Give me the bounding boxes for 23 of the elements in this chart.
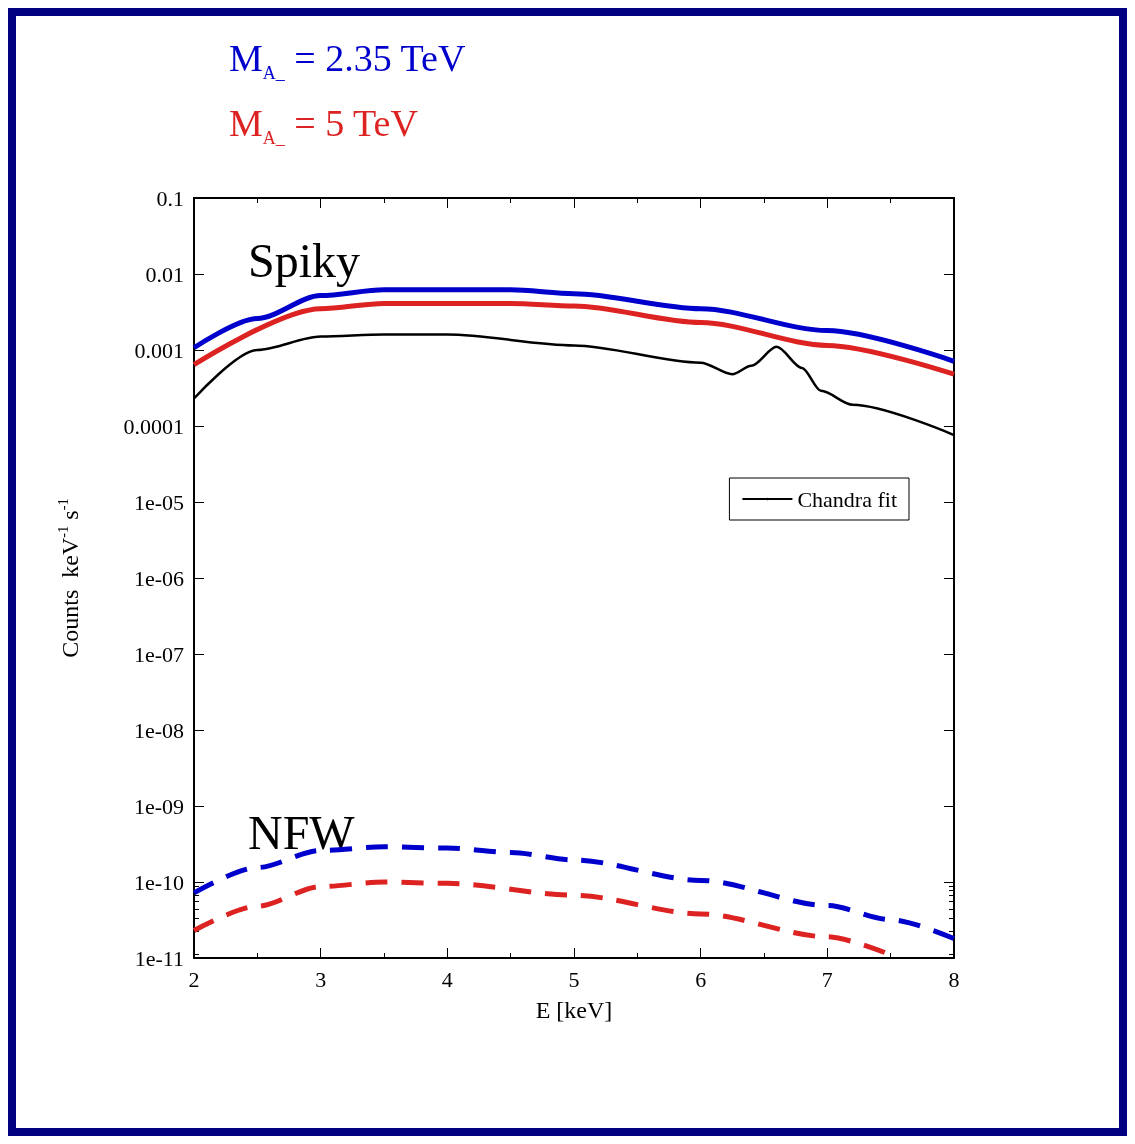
- x-tick-label: 6: [695, 966, 707, 992]
- annotation: Spiky: [248, 233, 361, 287]
- y-tick-label: 0.001: [134, 337, 184, 363]
- y-tick-label: 1e-06: [133, 565, 184, 591]
- y-tick-label: 1e-09: [133, 793, 184, 819]
- y-tick-label: 1e-11: [134, 945, 184, 971]
- y-axis-title: Counts keV-1 s-1: [54, 498, 83, 658]
- y-tick-label: 1e-07: [133, 641, 184, 667]
- annotation: NFW: [248, 805, 356, 859]
- y-tick-label: 0.01: [145, 261, 184, 287]
- y-tick-label: 1e-05: [133, 489, 184, 515]
- y-tick-label: 0.1: [156, 185, 184, 211]
- y-tick-label: 1e-10: [133, 869, 184, 895]
- x-tick-label: 2: [188, 966, 200, 992]
- x-tick-label: 5: [568, 966, 580, 992]
- x-tick-label: 7: [821, 966, 833, 992]
- x-tick-label: 8: [948, 966, 960, 992]
- x-axis-title: E [keV]: [535, 997, 613, 1023]
- x-tick-label: 3: [315, 966, 327, 992]
- y-tick-label: 0.0001: [123, 413, 184, 439]
- legend-label: Chandra fit: [797, 486, 898, 512]
- y-tick-label: 1e-08: [133, 717, 184, 743]
- x-tick-label: 4: [441, 966, 453, 992]
